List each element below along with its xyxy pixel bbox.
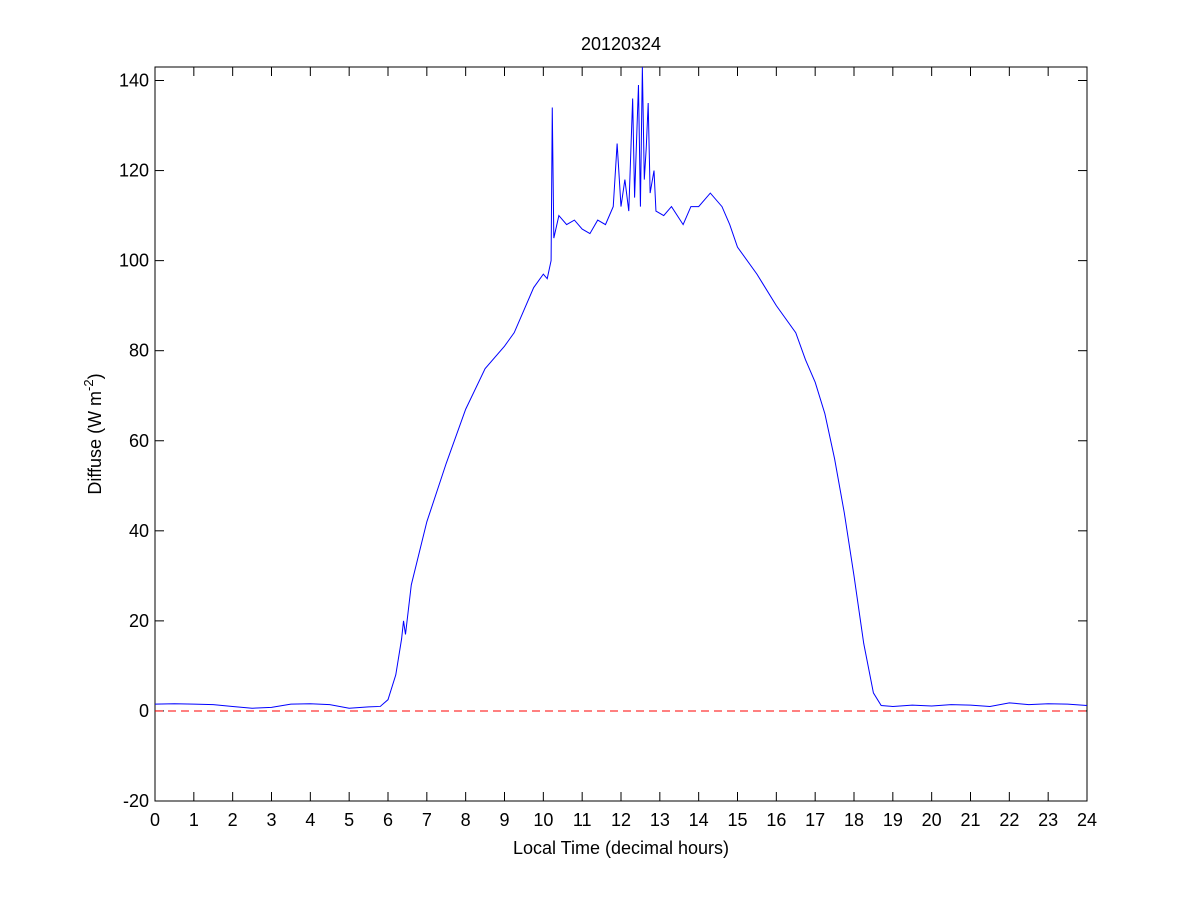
x-tick-label: 17 (805, 810, 825, 830)
x-tick-label: 4 (305, 810, 315, 830)
y-axis-label: Diffuse (W m-2) (81, 373, 105, 494)
x-tick-label: 9 (499, 810, 509, 830)
x-tick-label: 20 (922, 810, 942, 830)
y-tick-label: 0 (139, 701, 149, 721)
x-tick-label: 1 (189, 810, 199, 830)
y-label-superscript: -2 (81, 379, 96, 391)
y-tick-label: 80 (129, 341, 149, 361)
x-tick-label: 14 (689, 810, 709, 830)
y-tick-label: 140 (119, 71, 149, 91)
x-tick-label: 22 (999, 810, 1019, 830)
x-tick-label: 5 (344, 810, 354, 830)
x-tick-label: 24 (1077, 810, 1097, 830)
x-tick-label: 8 (461, 810, 471, 830)
x-tick-label: 6 (383, 810, 393, 830)
x-tick-label: 16 (766, 810, 786, 830)
x-tick-label: 23 (1038, 810, 1058, 830)
x-axis-label: Local Time (decimal hours) (513, 838, 729, 858)
x-tick-label: 10 (533, 810, 553, 830)
x-tick-label: 18 (844, 810, 864, 830)
y-label-text: Diffuse (W m (85, 391, 105, 495)
y-tick-label: -20 (123, 791, 149, 811)
x-tick-label: 11 (573, 810, 592, 830)
chart-title: 20120324 (581, 34, 661, 54)
y-tick-label: 20 (129, 611, 149, 631)
y-tick-label: 40 (129, 521, 149, 541)
x-tick-label: 3 (266, 810, 276, 830)
x-tick-label: 21 (960, 810, 980, 830)
y-label-suffix: ) (85, 373, 105, 379)
y-tick-label: 120 (119, 161, 149, 181)
x-tick-label: 13 (650, 810, 670, 830)
x-tick-label: 15 (727, 810, 747, 830)
x-tick-label: 12 (611, 810, 631, 830)
plot-area (154, 66, 1088, 802)
x-tick-label: 19 (883, 810, 903, 830)
data-line (154, 66, 1088, 709)
x-tick-label: 7 (422, 810, 432, 830)
x-tick-label: 2 (228, 810, 238, 830)
y-tick-label: 100 (119, 251, 149, 271)
x-tick-label: 0 (150, 810, 160, 830)
y-tick-label: 60 (129, 431, 149, 451)
